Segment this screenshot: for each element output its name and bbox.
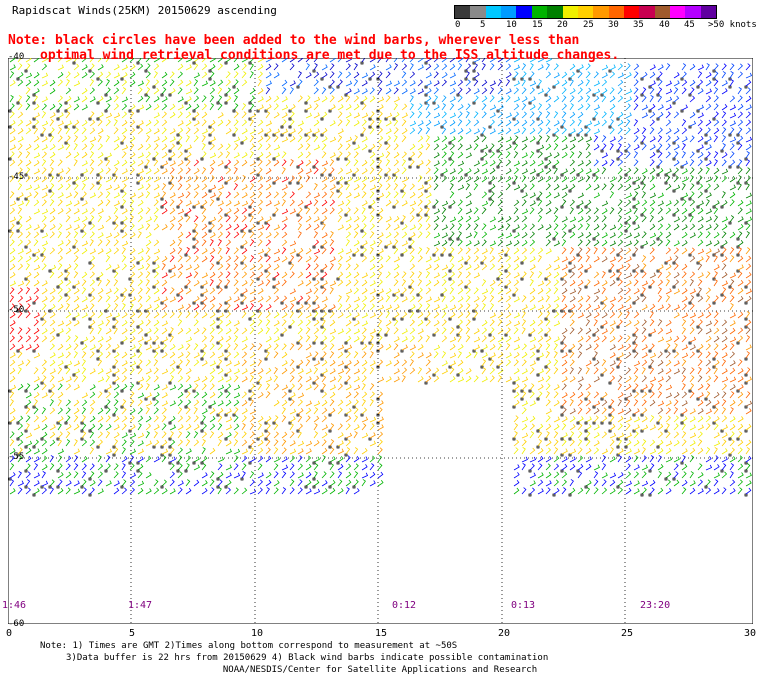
wind-barb-group [593, 63, 753, 167]
swath-time-4: 0:13 [511, 600, 536, 611]
wind-barb-group [9, 63, 753, 495]
wind-barb-group [265, 58, 512, 95]
legend-swatch [608, 6, 624, 18]
legend-swatch [639, 6, 655, 18]
lat-label-40: -40 [8, 52, 25, 62]
wind-barb-group [561, 247, 753, 415]
wind-barb-group [9, 159, 336, 351]
lat-label-60: -60 [8, 619, 25, 629]
legend-swatch [685, 6, 701, 18]
legend-labels: 0 5 10 15 20 25 30 35 40 45 >50 knots [450, 20, 760, 34]
lat-label-50: -50 [8, 305, 25, 315]
swath-time-5: 23:20 [640, 600, 671, 611]
lat-label-55: -55 [8, 452, 25, 462]
swath-time-1: 1:46 [2, 600, 27, 611]
wind-speed-color-legend [454, 5, 717, 19]
legend-label: 30 [608, 20, 619, 30]
legend-swatch [700, 6, 717, 18]
map-title: Rapidscat Winds(25KM) 20150629 ascending [12, 4, 277, 17]
red-note: Note: black circles have been added to t… [8, 33, 619, 63]
wind-barb-group [9, 79, 752, 455]
legend-label: 45 [684, 20, 695, 30]
lon-label-25: 25 [621, 628, 634, 639]
lon-label-20: 20 [498, 628, 511, 639]
wind-barb-group [409, 58, 633, 135]
legend-swatch [455, 6, 471, 18]
legend-label: 0 [455, 20, 461, 30]
lon-label-10: 10 [251, 628, 264, 639]
note-line-2: optimal wind retrieval conditions are me… [40, 48, 620, 63]
legend-swatch [577, 6, 594, 18]
wind-barb-group [409, 58, 632, 135]
wind-barbs-layer [8, 58, 753, 497]
legend-swatch [562, 6, 578, 18]
wind-barb-group [265, 58, 512, 95]
wind-barb-group [161, 159, 752, 455]
footer-line-1: Note: 1) Times are GMT 2)Times along bot… [40, 641, 458, 651]
legend-swatch [654, 6, 671, 18]
legend-label: 20 [557, 20, 568, 30]
legend-swatch [623, 6, 640, 18]
legend-label: 40 [659, 20, 670, 30]
legend-label: 10 [506, 20, 517, 30]
swath-time-2: 1:47 [128, 600, 153, 611]
wind-barb-group [161, 159, 752, 415]
swath-time-3: 0:12 [392, 600, 417, 611]
legend-swatch [531, 6, 548, 18]
legend-label: 5 [480, 20, 486, 30]
footer-line-2: 3)Data buffer is 22 hrs from 20150629 4)… [66, 653, 549, 663]
lon-label-5: 5 [129, 628, 136, 639]
lon-label-0: 0 [6, 628, 13, 639]
legend-swatch [670, 6, 686, 18]
legend-label: 35 [633, 20, 644, 30]
wind-barb-group [9, 58, 743, 455]
lon-label-15: 15 [375, 628, 388, 639]
legend-swatch [516, 6, 532, 18]
lat-label-45: -45 [8, 172, 25, 182]
legend-label: 15 [532, 20, 543, 30]
wind-barb-map [8, 58, 753, 624]
wind-barb-group [433, 135, 752, 247]
lat-lon-grid [8, 58, 753, 624]
note-line-1: Note: black circles have been added to t… [8, 33, 580, 48]
footer-notes: Note: 1) Times are GMT 2)Times along bot… [0, 640, 760, 676]
lon-label-30: 30 [744, 628, 757, 639]
legend-swatch [547, 6, 563, 18]
legend-label: >50 knots [708, 20, 757, 30]
wind-barb-group [8, 61, 748, 497]
legend-swatch [593, 6, 609, 18]
legend-swatch [470, 6, 486, 18]
legend-label: 25 [583, 20, 594, 30]
legend-swatch [485, 6, 502, 18]
footer-credit: NOAA/NESDIS/Center for Satellite Applica… [222, 665, 538, 675]
wind-barb-group [9, 58, 753, 495]
legend-swatch [501, 6, 517, 18]
